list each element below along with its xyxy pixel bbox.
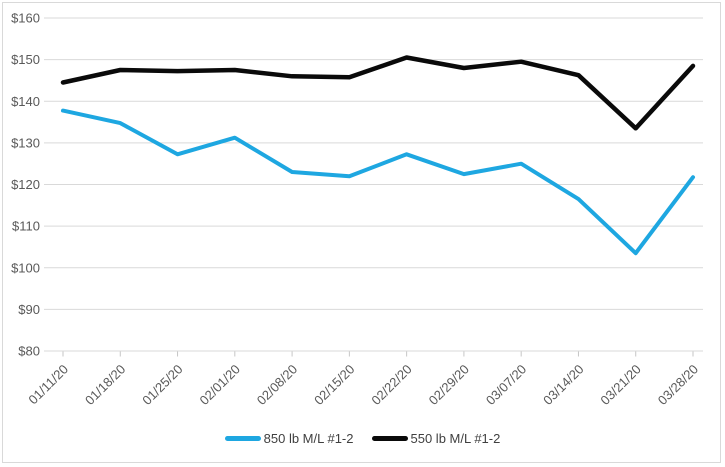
series-line-850lb — [61, 108, 695, 256]
legend-swatch-550lb — [371, 436, 408, 441]
y-tick-label: $150 — [11, 52, 40, 67]
y-tick-label: $80 — [18, 344, 40, 359]
x-tick-label: 02/22/20 — [368, 362, 414, 408]
chart-frame — [2, 2, 721, 463]
x-tick-label: 01/25/20 — [139, 362, 185, 408]
y-tick-label: $110 — [12, 219, 40, 234]
chart-legend: 850 lb M/L #1-2 550 lb M/L #1-2 — [0, 431, 725, 446]
x-tick-label: 02/01/20 — [197, 362, 243, 408]
series-line-550lb — [60, 55, 696, 131]
y-tick-label: $120 — [11, 177, 40, 192]
x-tick-label: 03/28/20 — [655, 362, 701, 408]
legend-item-850lb: 850 lb M/L #1-2 — [224, 431, 354, 446]
y-tick-label: $100 — [11, 260, 40, 275]
x-tick-label: 03/07/20 — [483, 362, 529, 408]
x-tick-label: 03/14/20 — [540, 362, 586, 408]
legend-label-550lb: 550 lb M/L #1-2 — [410, 431, 501, 446]
legend-label-850lb: 850 lb M/L #1-2 — [263, 431, 354, 446]
x-tick-label: 02/29/20 — [426, 362, 472, 408]
y-tick-label: $160 — [11, 11, 40, 26]
legend-swatch-850lb — [224, 436, 261, 441]
legend-item-550lb: 550 lb M/L #1-2 — [371, 431, 501, 446]
x-tick-label: 03/21/20 — [597, 362, 643, 408]
x-tick-label: 02/08/20 — [254, 362, 300, 408]
y-tick-label: $140 — [11, 94, 40, 109]
x-tick-label: 01/18/20 — [82, 362, 128, 408]
x-tick-label: 02/15/20 — [311, 362, 357, 408]
y-tick-label: $130 — [11, 135, 40, 150]
x-tick-label: 01/11/20 — [25, 362, 71, 408]
y-tick-label: $90 — [18, 302, 40, 317]
